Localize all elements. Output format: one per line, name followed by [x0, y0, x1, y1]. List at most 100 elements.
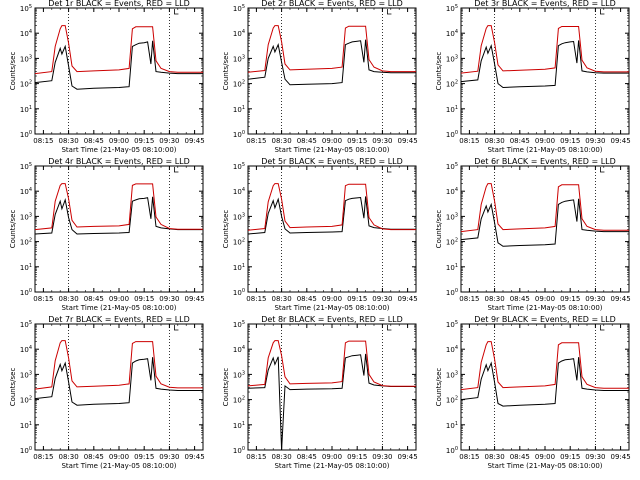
y-axis-label: Counts/sec [435, 368, 443, 407]
chart-title: Det 7r BLACK = Events, RED = LLD [48, 315, 190, 324]
x-tick-label: 08:45 [297, 453, 317, 461]
x-tick-label: 08:30 [485, 295, 505, 303]
x-axis-label: Start Time (21-May-05 08:10:00) [274, 304, 389, 312]
x-axis-label: Start Time (21-May-05 08:10:00) [487, 304, 602, 312]
x-tick-label: 08:30 [272, 453, 292, 461]
x-tick-label: 08:15 [33, 295, 53, 303]
x-tick-label: 09:15 [134, 295, 154, 303]
y-tick-label: 102 [446, 80, 458, 89]
x-tick-label: 08:15 [246, 453, 266, 461]
y-tick-label: 101 [446, 263, 458, 272]
chart-title: Det 9r BLACK = Events, RED = LLD [474, 315, 616, 324]
x-tick-label: 09:30 [159, 453, 179, 461]
y-tick-label: 100 [446, 288, 458, 297]
time-range-marker [600, 325, 605, 331]
y-tick-label: 102 [233, 396, 245, 405]
y-tick-label: 101 [20, 421, 32, 430]
chart-title: Det 6r BLACK = Events, RED = LLD [474, 157, 616, 166]
x-tick-label: 08:45 [84, 453, 104, 461]
y-tick-label: 104 [446, 187, 458, 196]
y-tick-label: 105 [233, 320, 245, 329]
lld-series-line [34, 340, 203, 390]
events-series-line [34, 40, 203, 90]
y-tick-label: 105 [20, 4, 32, 13]
x-tick-label: 09:30 [372, 295, 392, 303]
y-tick-label: 100 [233, 288, 245, 297]
x-tick-label: 08:45 [510, 453, 530, 461]
x-tick-label: 09:15 [347, 137, 367, 145]
y-tick-label: 103 [233, 370, 245, 379]
y-tick-label: 104 [233, 187, 245, 196]
x-tick-label: 08:30 [272, 295, 292, 303]
y-axis-label: Counts/sec [222, 52, 230, 91]
y-tick-label: 102 [233, 80, 245, 89]
x-tick-label: 08:45 [84, 295, 104, 303]
y-tick-label: 100 [20, 446, 32, 455]
x-tick-label: 09:30 [372, 453, 392, 461]
y-tick-label: 104 [20, 187, 32, 196]
x-tick-label: 09:15 [347, 453, 367, 461]
y-tick-label: 103 [233, 212, 245, 221]
lld-series-line [460, 183, 629, 233]
x-tick-label: 09:00 [535, 295, 555, 303]
time-range-marker [387, 9, 392, 15]
x-tick-label: 08:45 [510, 137, 530, 145]
chart-panel: Det 8r BLACK = Events, RED = LLD 100 101 10… [222, 315, 418, 470]
y-tick-label: 102 [233, 238, 245, 247]
x-tick-label: 09:00 [109, 137, 129, 145]
x-tick-label: 08:15 [33, 453, 53, 461]
x-tick-label: 08:15 [459, 295, 479, 303]
x-tick-label: 08:30 [59, 453, 79, 461]
x-tick-label: 08:30 [59, 295, 79, 303]
y-tick-label: 103 [446, 54, 458, 63]
x-tick-label: 09:45 [185, 453, 205, 461]
x-tick-label: 09:45 [398, 295, 418, 303]
y-tick-label: 100 [446, 446, 458, 455]
y-tick-label: 105 [446, 320, 458, 329]
x-tick-label: 09:15 [134, 137, 154, 145]
y-tick-label: 100 [446, 130, 458, 139]
y-tick-label: 102 [446, 238, 458, 247]
x-tick-label: 09:15 [560, 453, 580, 461]
y-tick-label: 101 [233, 263, 245, 272]
x-tick-label: 08:45 [297, 137, 317, 145]
y-tick-label: 102 [446, 396, 458, 405]
lld-series-line [34, 25, 203, 75]
x-tick-label: 09:00 [535, 137, 555, 145]
events-series-line [460, 40, 629, 89]
y-tick-label: 102 [20, 80, 32, 89]
y-tick-label: 103 [20, 212, 32, 221]
y-tick-label: 105 [20, 162, 32, 171]
y-tick-label: 100 [20, 130, 32, 139]
x-tick-label: 09:30 [585, 295, 605, 303]
y-tick-label: 101 [446, 105, 458, 114]
y-tick-label: 103 [20, 370, 32, 379]
x-tick-label: 09:45 [611, 295, 631, 303]
x-tick-label: 09:00 [322, 295, 342, 303]
y-tick-label: 101 [20, 263, 32, 272]
x-tick-label: 09:45 [611, 137, 631, 145]
y-axis-label: Counts/sec [222, 368, 230, 407]
x-tick-label: 09:00 [109, 295, 129, 303]
y-tick-label: 104 [446, 29, 458, 38]
y-tick-label: 103 [446, 370, 458, 379]
y-tick-label: 102 [20, 396, 32, 405]
x-tick-label: 09:00 [109, 453, 129, 461]
y-tick-label: 100 [233, 446, 245, 455]
chart-title: Det 1r BLACK = Events, RED = LLD [48, 0, 190, 8]
x-tick-label: 08:30 [485, 137, 505, 145]
events-series-line [247, 196, 416, 235]
events-series-line [34, 357, 203, 406]
y-tick-label: 105 [446, 162, 458, 171]
y-tick-label: 103 [20, 54, 32, 63]
x-axis-label: Start Time (21-May-05 08:10:00) [487, 462, 602, 470]
time-range-marker [174, 9, 179, 15]
chart-panel: Det 1r BLACK = Events, RED = LLD 100 101 10… [9, 0, 205, 154]
x-tick-label: 08:45 [510, 295, 530, 303]
events-series-line [247, 39, 416, 86]
y-axis-label: Counts/sec [9, 368, 17, 407]
lld-series-line [247, 183, 416, 231]
chart-panel: Det 4r BLACK = Events, RED = LLD 100 101 10… [9, 157, 205, 312]
x-tick-label: 09:45 [398, 453, 418, 461]
